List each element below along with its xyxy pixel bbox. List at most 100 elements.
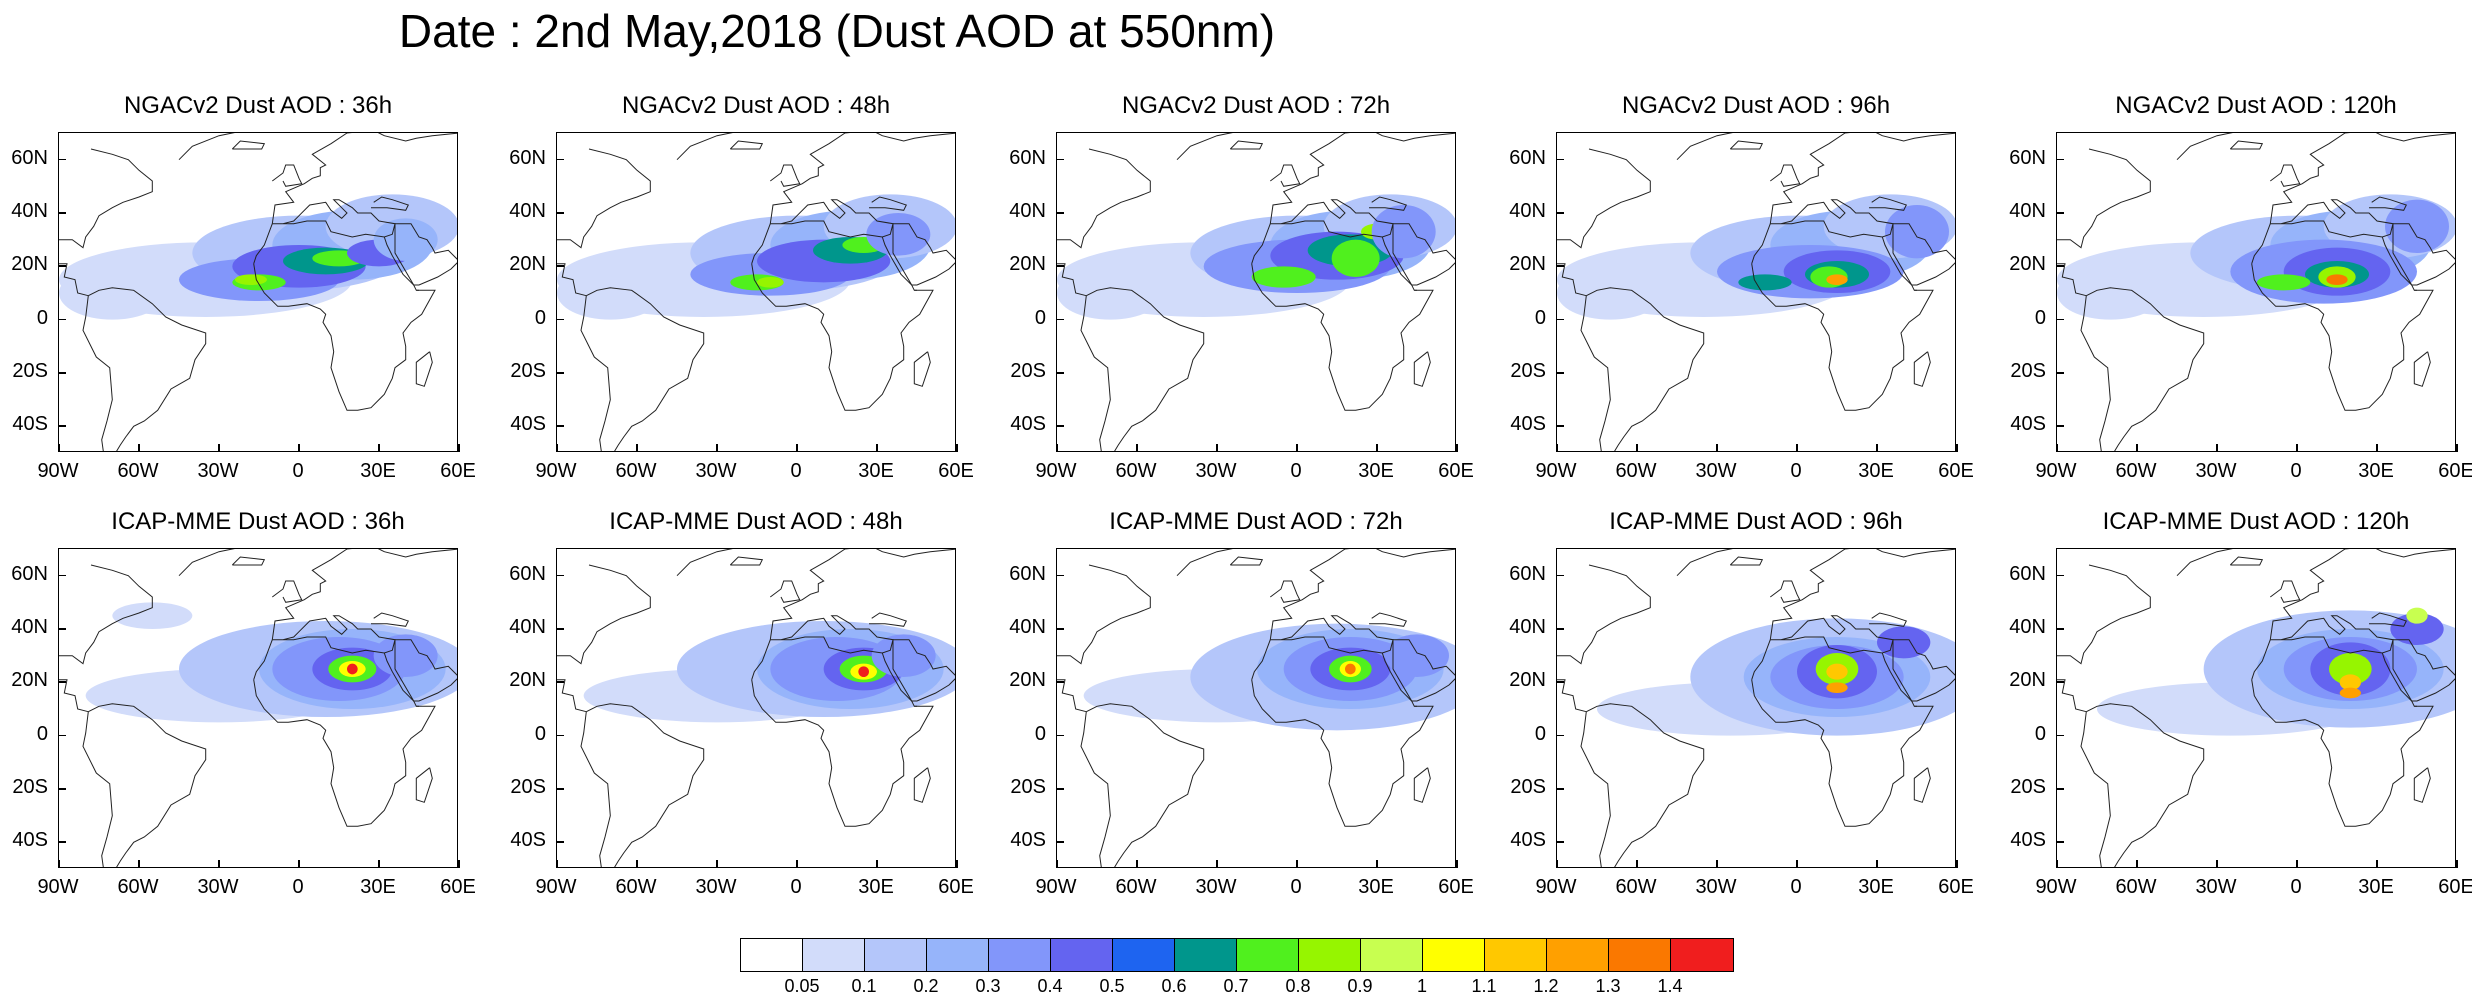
- map-panel: ICAP-MME Dust AOD : 120h 60N 40N 20N 0 20S 40S…: [2009, 508, 2472, 898]
- lon-tick: [716, 860, 718, 868]
- map-panel: ICAP-MME Dust AOD : 96h 60N 40N 20N 0 20S 40S 9…: [1509, 508, 1974, 898]
- lon-tick-label: 30W: [695, 876, 737, 898]
- lat-tick-label: 0: [36, 306, 48, 329]
- panel-title: ICAP-MME Dust AOD : 48h: [609, 508, 903, 535]
- lon-tick-label: 90W: [2035, 460, 2077, 482]
- lon-tick-label: 60E: [938, 876, 974, 898]
- coastline: [892, 639, 955, 702]
- lon-tick-label: 60E: [1938, 460, 1974, 482]
- coastline: [2270, 164, 2301, 187]
- coastline: [913, 767, 931, 803]
- lat-tick-label: 0: [2034, 306, 2046, 329]
- coastline: [2269, 133, 2455, 224]
- coastline: [1176, 133, 1233, 161]
- coastline: [580, 711, 611, 867]
- lat-tick-label: 60N: [1509, 146, 1546, 169]
- coastline: [2057, 148, 2151, 249]
- lon-tick-label: 90W: [37, 876, 79, 898]
- lat-tick-label: 60N: [2009, 562, 2046, 585]
- lat-tick: [58, 681, 66, 683]
- lon-tick: [2136, 860, 2138, 868]
- coastline: [2086, 287, 2205, 451]
- lat-tick-label: 40N: [1009, 200, 1046, 222]
- coastline: [2270, 615, 2394, 654]
- lat-tick: [2056, 681, 2064, 683]
- lon-tick-label: 90W: [535, 876, 577, 898]
- lon-tick: [2056, 444, 2058, 452]
- map-panel: ICAP-MME Dust AOD : 48h 60N 40N 20N 0 20S 40S 9…: [509, 508, 974, 898]
- lon-tick-label: 30W: [695, 460, 737, 482]
- coastline: [272, 615, 396, 654]
- lon-tick: [58, 860, 60, 868]
- coastline: [231, 140, 266, 150]
- lon-tick: [556, 860, 558, 868]
- map-area: [1056, 548, 1456, 868]
- lon-tick: [1636, 444, 1638, 452]
- lon-tick: [138, 860, 140, 868]
- coastline: [869, 612, 908, 627]
- lon-tick-label: 90W: [1535, 460, 1577, 482]
- lon-tick: [2216, 860, 2218, 868]
- dust-plume: [2406, 607, 2428, 624]
- map-area: [1556, 548, 1956, 868]
- lat-tick: [58, 788, 66, 790]
- lat-tick-label: 40S: [1510, 829, 1546, 852]
- coastline: [1369, 612, 1408, 627]
- coastline: [2057, 564, 2151, 665]
- lat-tick: [1056, 372, 1064, 374]
- coastline: [1586, 287, 1705, 451]
- lon-tick: [1056, 444, 1058, 452]
- coastline: [1229, 140, 1264, 150]
- lon-tick-label: 0: [1790, 460, 1802, 482]
- colorbar-bin: [1671, 939, 1733, 971]
- coastline: [2413, 767, 2431, 803]
- lon-tick: [2296, 860, 2298, 868]
- lat-tick: [1556, 372, 1564, 374]
- colorbar-bin: [865, 939, 927, 971]
- lat-tick: [556, 212, 564, 214]
- lon-tick: [796, 444, 798, 452]
- lat-tick: [2056, 734, 2064, 737]
- lon-tick-label: 30W: [197, 876, 239, 898]
- coastline: [1251, 639, 1271, 680]
- dust-plume: [858, 666, 869, 677]
- lon-tick-label: 60E: [2438, 876, 2472, 898]
- coastline: [557, 263, 587, 297]
- coastline: [1392, 223, 1455, 286]
- coastline: [676, 549, 733, 577]
- lon-tick-label: 60W: [1115, 460, 1157, 482]
- coastline: [272, 580, 303, 603]
- panel-title: NGACv2 Dust AOD : 120h: [2115, 92, 2397, 119]
- dust-plume: [1826, 274, 1848, 285]
- lat-tick-label: 20N: [11, 253, 48, 276]
- lat-tick-label: 20S: [2010, 360, 2046, 382]
- lat-tick: [58, 372, 66, 374]
- coastline: [1057, 564, 1151, 665]
- lon-tick-label: 30W: [1695, 460, 1737, 482]
- dust-plume: [1877, 626, 1931, 659]
- lat-tick-label: 40N: [11, 616, 48, 638]
- lat-tick-label: 60N: [11, 562, 48, 585]
- lon-tick-label: 30W: [2195, 460, 2237, 482]
- coastline: [82, 711, 113, 867]
- coastline: [1057, 263, 1087, 297]
- dust-plume: [347, 663, 358, 675]
- lat-tick: [556, 841, 564, 843]
- lat-tick: [1556, 788, 1564, 790]
- coastline: [770, 580, 801, 603]
- lon-tick-label: 30W: [2195, 876, 2237, 898]
- coastline: [913, 351, 931, 387]
- map-panel: ICAP-MME Dust AOD : 72h 60N 40N 20N 0 20S 40S 9…: [1009, 508, 1474, 898]
- colorbar-bin: [1609, 939, 1671, 971]
- coastline: [371, 612, 410, 627]
- lon-tick-label: 0: [1790, 876, 1802, 898]
- map-svg: [2057, 133, 2455, 451]
- lon-tick-label: 60W: [2115, 460, 2157, 482]
- coastline: [271, 133, 457, 224]
- lon-tick-label: 0: [1290, 460, 1302, 482]
- lat-tick: [556, 372, 564, 374]
- lon-tick: [1796, 444, 1798, 452]
- lon-tick-label: 0: [1290, 876, 1302, 898]
- colorbar-bin: [1051, 939, 1113, 971]
- colorbar-label: 1.1: [1471, 976, 1497, 996]
